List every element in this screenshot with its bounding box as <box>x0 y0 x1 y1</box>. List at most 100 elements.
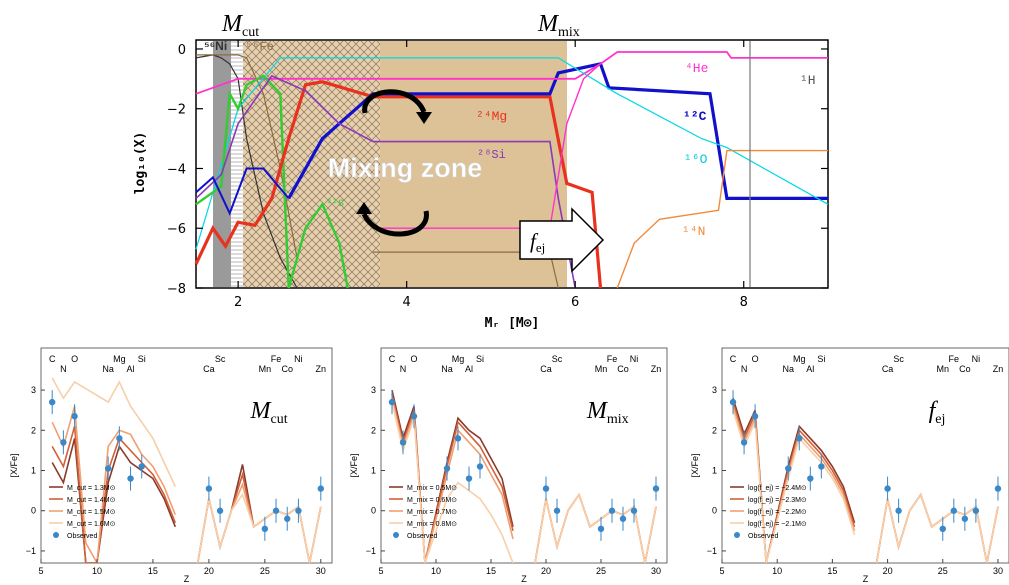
observed-point <box>127 475 134 482</box>
ytick-label: −1 <box>26 546 36 556</box>
model-line <box>51 426 177 563</box>
model-line <box>391 401 514 563</box>
element-label: Al <box>465 364 473 374</box>
legend-label: Observed <box>748 533 778 540</box>
element-label: C <box>389 354 396 364</box>
observed-point <box>410 413 418 420</box>
observed-point <box>443 465 451 472</box>
top-panel: Mixing zone fej ⁵⁶Ni ⁵⁶Fe ⁴He ¹H ²⁴Mg ¹²… <box>133 11 829 331</box>
legend-label: Observed <box>407 533 437 540</box>
model-line-fepeak <box>875 492 999 563</box>
panel-frame <box>721 347 1009 564</box>
top-series-14n <box>616 149 828 289</box>
mixing-arrow-top <box>362 89 427 114</box>
xtick-label: 10 <box>92 566 102 576</box>
mixing-zone-label: Mixing zone <box>328 153 483 183</box>
observed-point <box>104 465 112 472</box>
top-xlabel: Mᵣ [M⊙] <box>485 316 540 331</box>
legend-label: M_cut = 1.3M⊙ <box>67 485 116 492</box>
element-label: N <box>60 364 67 374</box>
legend-label: log(f_ej) = −2.1M⊙ <box>748 521 807 528</box>
top-ytick-label: −6 <box>167 222 186 237</box>
element-label: Mn <box>595 364 608 374</box>
ytick-label: −1 <box>366 546 376 556</box>
ytick-label: 3 <box>371 385 376 395</box>
element-label: Al <box>806 364 814 374</box>
element-label: Na <box>782 364 794 374</box>
top-trace-si28 <box>195 74 576 289</box>
observed-point <box>785 465 792 472</box>
observed-point <box>388 398 396 406</box>
top-curves <box>194 51 829 289</box>
observed-point <box>116 435 123 442</box>
arrow-head-bottom <box>356 202 372 214</box>
observed-point <box>751 413 759 420</box>
xtick-label: 30 <box>993 566 1003 576</box>
panel-lines <box>51 377 322 563</box>
observed-point <box>807 475 814 482</box>
observed-point <box>261 525 269 533</box>
panel-title: fej <box>929 398 946 427</box>
label-fe56: ⁵⁶Fe <box>245 40 274 54</box>
element-label: Ca <box>540 364 552 374</box>
xtick-label: 15 <box>486 566 496 576</box>
label-si28: ²⁸Si <box>477 148 506 162</box>
element-label: Sc <box>215 354 226 364</box>
label-o16: ¹⁶O <box>684 152 708 167</box>
top-ylabel: log₁₀(X) <box>133 132 148 195</box>
legend-label: M_mix = 0.6M⊙ <box>407 497 457 504</box>
xtick-label: 25 <box>260 566 270 576</box>
panel-ylabel: [X/Fe] <box>9 453 19 477</box>
element-label: C <box>49 354 56 364</box>
xtick-label: 5 <box>719 566 724 576</box>
element-label: Zn <box>316 364 327 374</box>
top-xtick-label: 2 <box>234 295 242 310</box>
element-label: Na <box>102 364 114 374</box>
legend-label: M_cut = 1.5M⊙ <box>67 509 116 516</box>
observed-point <box>60 439 67 446</box>
observed-point <box>553 507 561 514</box>
element-label: Zn <box>993 364 1004 374</box>
bottom-panels: C O Mg Si Sc Fe NiN Na Al Ca Mn Co Zn5 10 15 20 25 303210… <box>9 347 1009 584</box>
element-label: Si <box>817 354 825 364</box>
model-line-fepeak <box>196 492 322 563</box>
observed-point <box>317 485 325 492</box>
panel-frame <box>40 347 333 564</box>
legend-label: M_mix = 0.5M⊙ <box>407 485 457 492</box>
element-label: O <box>71 354 78 364</box>
observed-point <box>994 485 1002 492</box>
top-xtick-label: 4 <box>403 295 411 310</box>
fej-arrow-label: fej <box>530 229 545 255</box>
hatched-zone <box>243 41 380 287</box>
legend-label: M_mix = 0.7M⊙ <box>407 509 457 516</box>
element-label: Si <box>476 354 484 364</box>
observed-point <box>71 413 78 420</box>
element-label: Mg <box>113 354 126 364</box>
observed-point <box>454 435 462 442</box>
element-label: C <box>730 354 737 364</box>
model-line <box>732 397 856 563</box>
xtick-label: 20 <box>541 566 551 576</box>
observed-point <box>950 507 958 514</box>
observed-point <box>961 515 969 522</box>
xtick-label: 25 <box>596 566 606 576</box>
label-s32: ³²S <box>326 199 344 210</box>
xtick-label: 30 <box>316 566 326 576</box>
legend-label: log(f_ej) = −2.3M⊙ <box>748 497 807 504</box>
observed-point <box>818 463 825 470</box>
element-label: Zn <box>651 364 662 374</box>
element-label: Ni <box>630 354 639 364</box>
element-label: O <box>752 354 759 364</box>
observed-point <box>216 507 224 514</box>
model-line <box>391 389 514 563</box>
legend-label: log(f_ej) = −2.4M⊙ <box>748 485 807 492</box>
panel-lines <box>391 389 657 563</box>
legend-label: Observed <box>67 533 97 540</box>
observed-point <box>284 515 291 522</box>
legend-label: M_mix = 0.8M⊙ <box>407 521 457 528</box>
model-line <box>51 377 177 487</box>
element-label: Al <box>127 364 135 374</box>
top-ytick-label: −4 <box>167 162 186 177</box>
element-label: Sc <box>893 354 904 364</box>
